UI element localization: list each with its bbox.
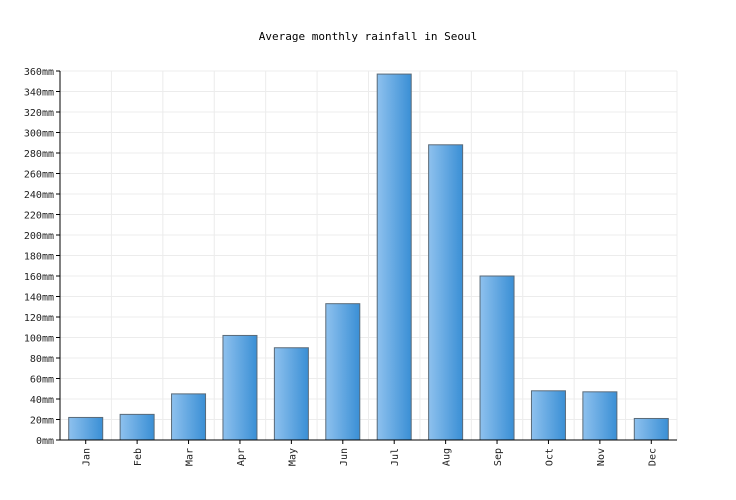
x-tick-label: Aug bbox=[442, 448, 453, 466]
y-axis-ticks: 0mm 20mm 40mm 60mm 80mm 100mm 120mm 140mm 160mm 1… bbox=[24, 67, 60, 447]
y-tick-label: 0mm bbox=[36, 436, 54, 447]
x-axis-ticks: Jan Feb Mar Apr May Jun Jul Aug Sep Oct Nov Dec bbox=[82, 440, 658, 466]
y-tick-label: 120mm bbox=[24, 313, 54, 324]
y-tick-label: 300mm bbox=[24, 129, 54, 140]
bar-feb bbox=[119, 413, 155, 441]
bar-aug bbox=[428, 144, 464, 441]
y-tick-label: 360mm bbox=[24, 67, 54, 78]
x-tick-label: Oct bbox=[544, 448, 555, 466]
y-tick-label: 160mm bbox=[24, 272, 54, 283]
x-tick-label: Apr bbox=[236, 448, 247, 466]
grid-layer bbox=[59, 70, 678, 441]
y-tick-label: 180mm bbox=[24, 252, 54, 263]
x-tick-label: Sep bbox=[493, 448, 504, 466]
bar-sep bbox=[479, 275, 515, 441]
y-tick-label: 240mm bbox=[24, 190, 54, 201]
y-tick-label: 40mm bbox=[30, 395, 54, 406]
bar-mar bbox=[171, 393, 207, 441]
x-tick-label: May bbox=[287, 448, 298, 466]
bar-layer bbox=[68, 73, 669, 441]
bar-dec bbox=[633, 417, 669, 441]
y-tick-label: 80mm bbox=[30, 354, 54, 365]
bar-may bbox=[273, 347, 309, 441]
y-tick-label: 20mm bbox=[30, 416, 54, 427]
bar-jan bbox=[68, 416, 104, 441]
x-tick-label: Dec bbox=[647, 448, 658, 466]
bar-nov bbox=[582, 391, 618, 441]
chart-title: Average monthly rainfall in Seoul bbox=[259, 30, 478, 43]
y-tick-label: 280mm bbox=[24, 149, 54, 160]
y-tick-label: 60mm bbox=[30, 375, 54, 386]
x-tick-label: Jul bbox=[390, 448, 401, 466]
bar-apr bbox=[222, 334, 258, 441]
x-tick-label: Feb bbox=[133, 448, 144, 466]
y-tick-label: 200mm bbox=[24, 231, 54, 242]
axes bbox=[59, 71, 677, 441]
y-tick-label: 260mm bbox=[24, 170, 54, 181]
y-tick-label: 140mm bbox=[24, 293, 54, 304]
y-tick-label: 220mm bbox=[24, 211, 54, 222]
x-tick-label: Jan bbox=[82, 448, 93, 466]
y-tick-label: 320mm bbox=[24, 108, 54, 119]
x-tick-label: Jun bbox=[339, 448, 350, 466]
x-tick-label: Mar bbox=[185, 448, 196, 466]
bar-oct bbox=[530, 390, 566, 441]
bar-jul bbox=[376, 73, 412, 441]
x-tick-label: Nov bbox=[596, 448, 607, 466]
y-tick-label: 100mm bbox=[24, 334, 54, 345]
y-tick-label: 340mm bbox=[24, 88, 54, 99]
bar-jun bbox=[325, 303, 361, 441]
